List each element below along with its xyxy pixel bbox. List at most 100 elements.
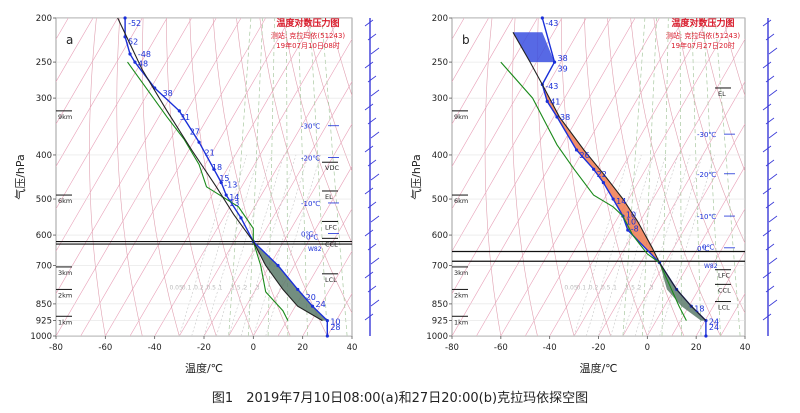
wind-barb xyxy=(367,243,377,251)
isotherm xyxy=(228,123,352,336)
mixing-ratio-label: 3 xyxy=(650,284,654,291)
wind-barb xyxy=(765,117,775,125)
data-label: 14 xyxy=(616,197,626,206)
data-label: 31 xyxy=(180,113,190,122)
wind-barb xyxy=(768,173,778,181)
temperature-point xyxy=(555,115,559,119)
height-label: 6km xyxy=(454,197,468,205)
y-tick-label: 850 xyxy=(36,300,52,310)
isotherm xyxy=(56,18,192,252)
y-tick-label: 300 xyxy=(432,94,448,104)
mixing-ratio-label: 2 xyxy=(638,284,642,291)
wind-barb xyxy=(768,89,778,97)
temperature-point xyxy=(224,193,228,197)
isotherm-label: 0℃ xyxy=(697,245,709,253)
mixing-ratio-line xyxy=(647,154,703,336)
mixing-ratio-line xyxy=(240,154,297,336)
data-label: 21 xyxy=(205,148,215,157)
mixing-ratio-line xyxy=(586,154,642,336)
isotherm xyxy=(622,123,745,336)
mixing-ratio-label: 0.2 xyxy=(589,284,599,291)
time-label: 19年07月27日20时 xyxy=(671,41,735,50)
isotherm xyxy=(56,18,118,125)
isotherm xyxy=(129,18,316,336)
wind-barb xyxy=(367,201,377,209)
temperature-point xyxy=(704,334,708,338)
wind-barb xyxy=(762,187,772,195)
freezing-level-label: 0℃ xyxy=(306,234,318,242)
wind-barb xyxy=(765,285,775,293)
height-label: 3km xyxy=(58,269,72,277)
height-label: 9km xyxy=(454,113,468,121)
data-label: 38 xyxy=(163,89,173,98)
isotherm xyxy=(302,250,352,336)
y-tick-label: 600 xyxy=(36,231,52,241)
negative_area-area xyxy=(513,32,555,63)
isotherm xyxy=(105,18,291,336)
isotherm xyxy=(154,18,340,336)
y-tick-label: 850 xyxy=(432,300,448,310)
data-label: 48 xyxy=(138,60,148,69)
isotherm xyxy=(452,18,587,252)
mixing-ratio-line xyxy=(228,154,284,336)
wind-barb xyxy=(768,257,778,265)
temperature-point xyxy=(310,304,315,308)
mixing-ratio-line xyxy=(191,154,247,336)
x-tick-label: -60 xyxy=(98,343,112,353)
isotherm xyxy=(452,18,489,83)
mixing-ratio-line xyxy=(659,154,715,336)
parcel-curve xyxy=(512,32,707,321)
data-label: 24 xyxy=(709,318,719,327)
temperature-point xyxy=(212,167,216,171)
mixing-ratio-label: 0.1 xyxy=(577,284,587,291)
data-label: 10 xyxy=(626,217,636,226)
mixing-ratio-label: 1 xyxy=(613,284,617,291)
wind-barb xyxy=(367,159,377,167)
panel-label: a xyxy=(66,33,73,47)
temperature-point xyxy=(123,16,127,20)
level-label: LFC xyxy=(718,272,730,280)
y-tick-label: 700 xyxy=(432,262,448,272)
station-label: 测站: 克拉玛依(51243) xyxy=(666,31,741,40)
height-label: 6km xyxy=(58,197,72,205)
isotherm xyxy=(476,18,660,336)
plot-frame xyxy=(55,17,353,337)
height-label: 1km xyxy=(58,318,72,326)
isotherm xyxy=(452,18,514,125)
mixing-ratio-line xyxy=(610,154,666,336)
cape-area xyxy=(542,84,660,263)
x-tick-label: 0 xyxy=(251,343,256,353)
data-label: -43 xyxy=(545,19,558,28)
x-tick-label: -60 xyxy=(494,343,508,353)
x-tick-label: -40 xyxy=(148,343,162,353)
y-tick-label: 925 xyxy=(36,317,52,327)
temperature-point xyxy=(197,140,201,144)
figure-caption: 图1 2019年7月10日08:00(a)和27日20:00(b)克拉玛依探空图 xyxy=(211,391,589,406)
level-label: LCL xyxy=(325,276,337,284)
x-tick-label: 40 xyxy=(347,343,358,353)
wind-barb xyxy=(768,299,778,307)
data-label: 20 xyxy=(306,293,316,302)
y-tick-label: 200 xyxy=(432,14,448,24)
data-label: 38 xyxy=(558,54,568,63)
isotherm xyxy=(695,250,745,336)
wind-barb xyxy=(364,145,374,153)
mixing-ratio-label: 0.05 xyxy=(564,284,578,291)
mixing-ratio-line xyxy=(253,154,309,336)
isotherm xyxy=(56,18,94,83)
level-label: CCL xyxy=(325,240,338,248)
temperature-point xyxy=(540,16,544,20)
level-label: EL xyxy=(718,90,726,98)
isotherm-label: 0℃ xyxy=(301,230,313,238)
wind-barb xyxy=(364,229,374,237)
temperature-point xyxy=(177,109,181,113)
freezing-level-t-label: W82 xyxy=(308,246,322,253)
data-label: 14 xyxy=(229,193,239,202)
y-axis-label: 气压/hPa xyxy=(409,154,423,200)
data-label: -48 xyxy=(138,50,151,59)
wind-barb xyxy=(364,61,374,69)
temperature-point xyxy=(601,180,605,185)
y-tick-label: 400 xyxy=(432,151,448,161)
temperature-point xyxy=(545,99,549,103)
mixing-ratio-label: 2 xyxy=(243,284,247,291)
